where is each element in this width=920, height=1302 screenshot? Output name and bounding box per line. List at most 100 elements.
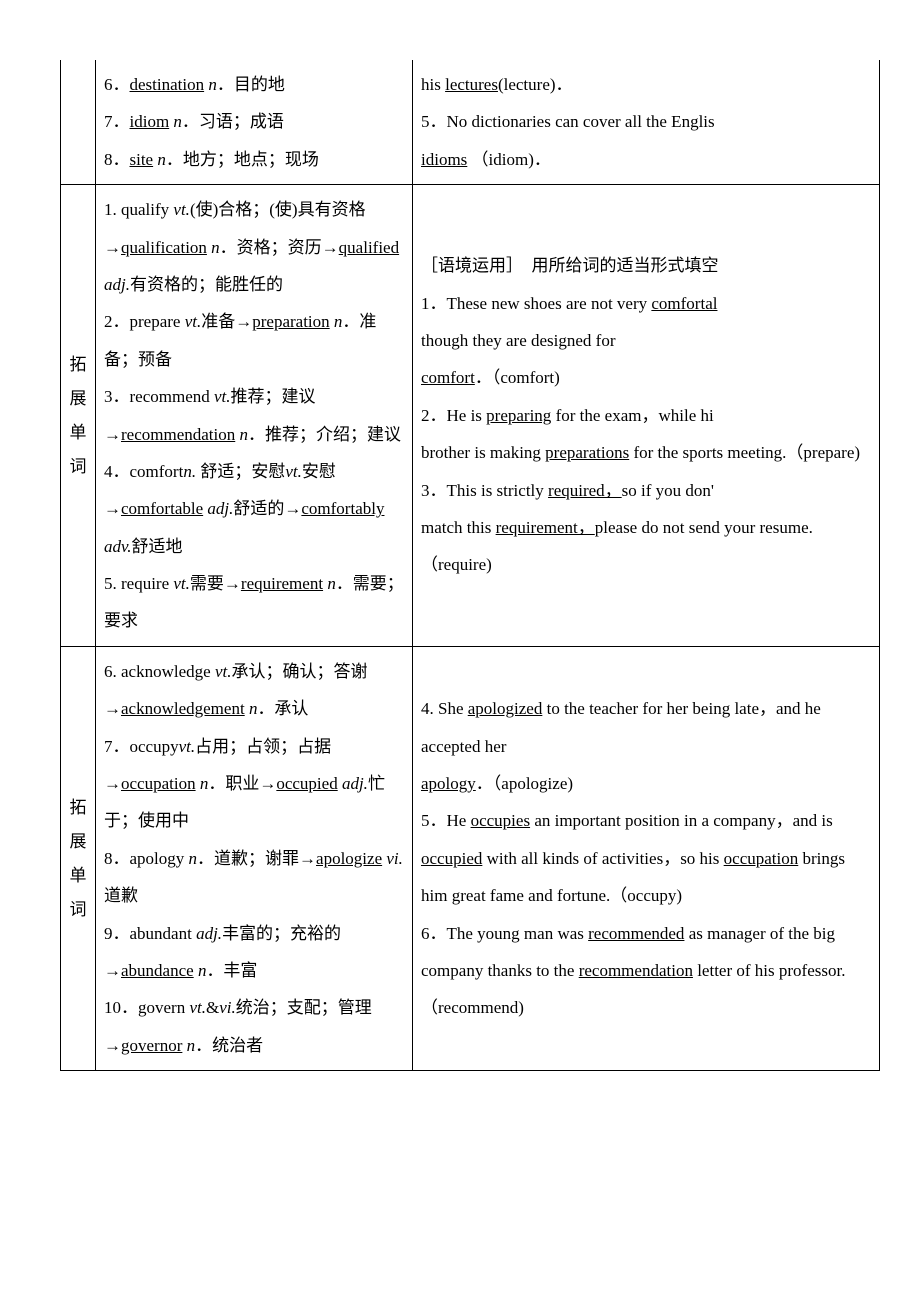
row1-label-cell <box>61 60 96 185</box>
pos: vi. <box>219 998 236 1017</box>
ex-1: 1．These new shoes are not very comfortal <box>421 285 871 322</box>
ans: required， <box>548 481 622 500</box>
ex-1c: comfort．（comfort) <box>421 359 871 396</box>
txt: 舒适；安慰 <box>196 462 285 481</box>
ans: apologized <box>468 699 543 718</box>
txt: brother is making <box>421 443 545 462</box>
txt: ．（apologize) <box>476 774 573 793</box>
txt: match this <box>421 518 496 537</box>
txt: 5. require <box>104 574 173 593</box>
entry-6: 6. acknowledge vt.承认；确认；答谢→acknowledgeme… <box>104 653 404 728</box>
ans: occupation <box>724 849 799 868</box>
word: qualification <box>121 238 207 257</box>
pos: n <box>153 150 166 169</box>
txt: 6．The young man was <box>421 924 588 943</box>
word: qualified <box>339 238 399 257</box>
ans: occupies <box>471 811 530 830</box>
txt: ．承认 <box>257 699 308 718</box>
num: 7． <box>104 112 130 131</box>
txt: 3．This is strictly <box>421 481 548 500</box>
ans: apology <box>421 774 476 793</box>
pos: vt. <box>173 574 190 593</box>
label-char: 词 <box>63 893 93 927</box>
label-char: 展 <box>63 825 93 859</box>
ans: lectures <box>445 75 498 94</box>
txt: 1．These new shoes are not very <box>421 294 651 313</box>
txt: 1. qualify <box>104 200 173 219</box>
txt: with all kinds of activities，so his <box>482 849 723 868</box>
word: governor <box>121 1036 182 1055</box>
num: 8． <box>104 150 130 169</box>
ex-6: 6．The young man was recommended as manag… <box>421 915 871 1027</box>
pos: vt. <box>215 662 232 681</box>
label-char: 词 <box>63 450 93 484</box>
txt: 舒适的→ <box>233 499 301 518</box>
word: destination <box>130 75 205 94</box>
pos: n. <box>183 462 196 481</box>
ex-4-cont: his lectures(lecture)． <box>421 66 871 103</box>
label-char: 单 <box>63 416 93 450</box>
word: requirement <box>241 574 323 593</box>
txt: (lecture)． <box>498 75 573 94</box>
row1-left-cell: 6．destination n．目的地 7．idiom n．习语；成语 8．si… <box>96 60 413 185</box>
ex-5: 5．He occupies an important position in a… <box>421 802 871 914</box>
table-row: 拓 展 单 词 1. qualify vt.(使)合格；(使)具有资格→qual… <box>61 185 880 647</box>
pos: vi. <box>382 849 403 868</box>
def: ．地方；地点；现场 <box>166 150 319 169</box>
pos: adj. <box>104 275 130 294</box>
txt: 道歉 <box>104 886 138 905</box>
entry-9: 9．abundant adj.丰富的；充裕的→abundance n．丰富 <box>104 915 404 990</box>
ans: requirement， <box>496 518 595 537</box>
word: recommendation <box>121 425 235 444</box>
txt: 2．prepare <box>104 312 185 331</box>
def: ．习语；成语 <box>182 112 284 131</box>
row2-right-cell: ［语境运用］ 用所给词的适当形式填空 1．These new shoes are… <box>413 185 880 647</box>
txt: 7．occupy <box>104 737 179 756</box>
ans: recommended <box>588 924 684 943</box>
word: site <box>130 150 154 169</box>
entry-8: 8．site n．地方；地点；现场 <box>104 141 404 178</box>
exercise-header: ［语境运用］ 用所给词的适当形式填空 <box>421 247 871 284</box>
txt: his <box>421 75 445 94</box>
txt: 5．He <box>421 811 471 830</box>
ex-3b: match this requirement，please do not sen… <box>421 509 871 584</box>
txt: ．资格；资历→ <box>220 238 339 257</box>
ex-2: 2．He is preparing for the exam，while hi <box>421 397 871 434</box>
ans: comfort <box>421 368 475 387</box>
row2-left-cell: 1. qualify vt.(使)合格；(使)具有资格→qualificatio… <box>96 185 413 647</box>
ex-4: 4. She apologized to the teacher for her… <box>421 690 871 765</box>
entry-10: 10．govern vt.&vi.统治；支配；管理→governor n．统治者 <box>104 989 404 1064</box>
ans: preparing <box>486 406 551 425</box>
pos: n <box>245 699 258 718</box>
word: apologize <box>316 849 382 868</box>
pos: n <box>194 961 207 980</box>
txt: & <box>206 998 219 1017</box>
word: preparation <box>252 312 329 331</box>
entry-1: 1. qualify vt.(使)合格；(使)具有资格→qualificatio… <box>104 191 404 303</box>
txt: 9．abundant <box>104 924 196 943</box>
txt: ．推荐；介绍；建议 <box>248 425 401 444</box>
def: ．目的地 <box>217 75 285 94</box>
pos: vt. <box>173 200 190 219</box>
pos: vt. <box>179 737 196 756</box>
txt: 需要→ <box>190 574 241 593</box>
label-char: 拓 <box>63 791 93 825</box>
txt: 5．No dictionaries can cover all the Engl… <box>421 112 715 131</box>
vocab-table: 6．destination n．目的地 7．idiom n．习语；成语 8．si… <box>60 60 880 1071</box>
pos: vt. <box>285 462 302 481</box>
pos: adj. <box>196 924 222 943</box>
txt: for the sports meeting.（prepare) <box>629 443 860 462</box>
pos: adj. <box>338 774 368 793</box>
entry-2: 2．prepare vt.准备→preparation n．准备；预备 <box>104 303 404 378</box>
pos: adv. <box>104 537 132 556</box>
txt: ．职业→ <box>208 774 276 793</box>
txt: ．道歉；谢罪→ <box>197 849 316 868</box>
txt: 3．recommend <box>104 387 214 406</box>
txt: 舒适地 <box>132 537 183 556</box>
pos: n <box>323 574 336 593</box>
num: 6． <box>104 75 130 94</box>
label-char: 单 <box>63 859 93 893</box>
txt: 10．govern <box>104 998 189 1017</box>
txt: 4．comfort <box>104 462 183 481</box>
pos: n <box>330 312 343 331</box>
